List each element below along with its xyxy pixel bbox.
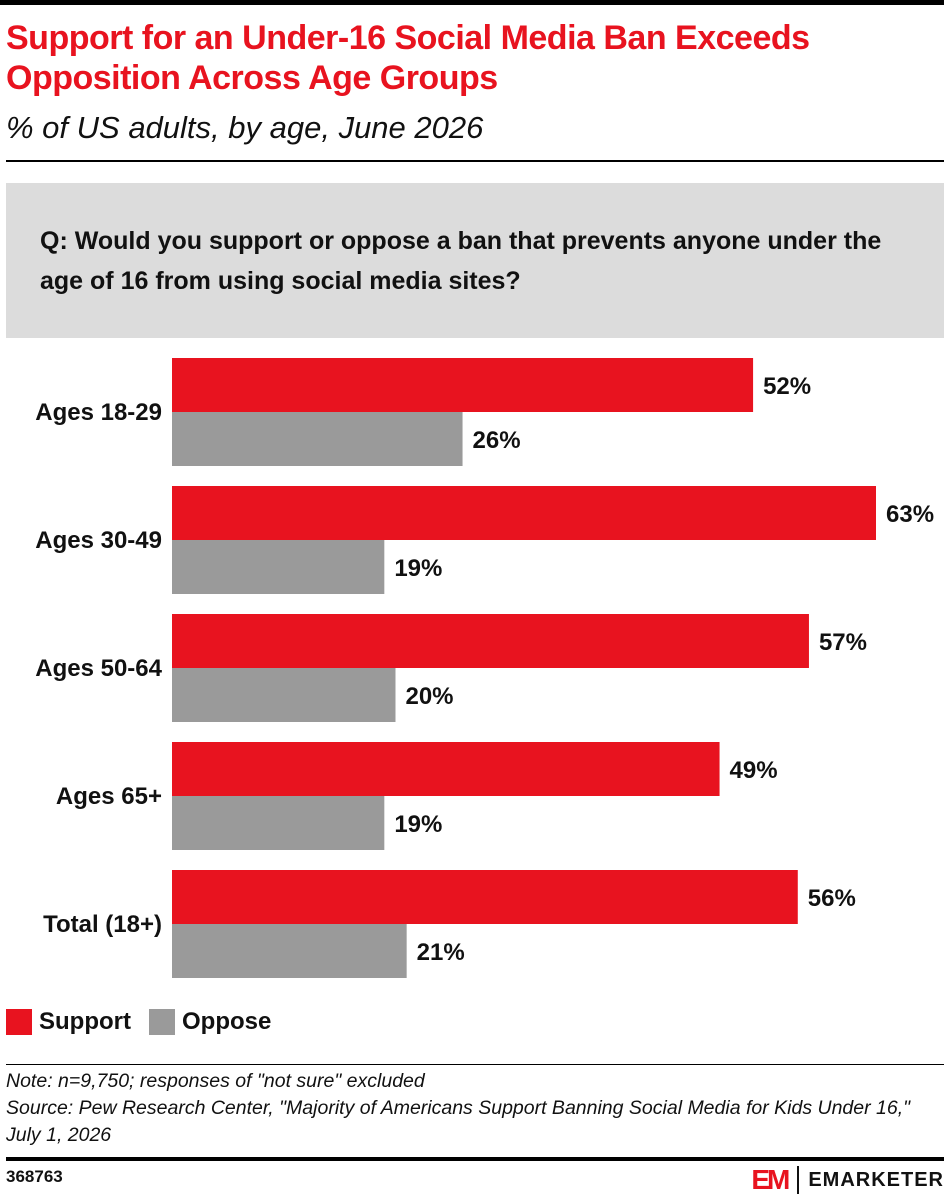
value-label-support-ages-50-64: 57% — [819, 629, 867, 656]
bar-oppose-ages-65 — [172, 796, 385, 850]
value-label-support-ages-65: 49% — [730, 757, 778, 784]
bar-oppose-ages-50-64 — [172, 668, 396, 722]
brand-mark-logo: EM — [751, 1164, 790, 1195]
bottom-rule — [6, 1157, 944, 1161]
footnotes: Note: n=9,750; responses of "not sure" e… — [6, 1068, 942, 1149]
bar-oppose-ages-30-49 — [172, 540, 385, 594]
footer-divider — [6, 1064, 944, 1065]
legend-item-oppose: Oppose — [148, 1008, 272, 1036]
note-text: Note: n=9,750; responses of "not sure" e… — [6, 1070, 425, 1092]
category-label-ages-30-49: Ages 30-49 — [35, 527, 162, 554]
brand-name: EMARKETER — [808, 1168, 944, 1191]
legend-label-support: Support — [39, 1008, 131, 1035]
chart-subtitle: % of US adults, by age, June 2026 — [6, 110, 484, 145]
category-label-total-18: Total (18+) — [43, 911, 162, 938]
survey-question: Q: Would you support or oppose a ban tha… — [40, 227, 882, 295]
value-label-support-total-18: 56% — [808, 885, 856, 912]
source-text: Source: Pew Research Center, "Majority o… — [6, 1097, 911, 1146]
legend: Support Oppose — [6, 1006, 289, 1038]
bar-chart: Ages 18-29 52% 26% Ages 30-49 63% 19% Ages 50-… — [35, 358, 934, 978]
legend-swatch-oppose — [148, 1009, 175, 1035]
category-label-ages-50-64: Ages 50-64 — [35, 655, 162, 682]
value-label-oppose-ages-30-49: 19% — [394, 555, 442, 582]
chart-id: 368763 — [6, 1167, 63, 1186]
value-label-support-ages-30-49: 63% — [886, 501, 934, 528]
header-divider — [6, 160, 944, 162]
bar-support-ages-30-49 — [172, 486, 876, 540]
bar-oppose-ages-18-29 — [172, 412, 463, 466]
bar-support-total-18 — [172, 870, 798, 924]
chart-title: Support for an Under-16 Social Media Ban… — [6, 19, 810, 97]
question-box: Q: Would you support or oppose a ban tha… — [6, 183, 944, 338]
value-label-oppose-ages-18-29: 26% — [473, 427, 521, 454]
bar-support-ages-50-64 — [172, 614, 809, 668]
value-label-oppose-ages-50-64: 20% — [405, 683, 453, 710]
top-rule — [0, 0, 944, 5]
category-label-ages-18-29: Ages 18-29 — [35, 399, 162, 426]
value-label-support-ages-18-29: 52% — [763, 373, 811, 400]
bar-oppose-total-18 — [172, 924, 407, 978]
brand-separator — [797, 1166, 800, 1194]
value-label-oppose-total-18: 21% — [417, 939, 465, 966]
brand-logo: EM EMARKETER — [751, 1164, 944, 1196]
category-label-ages-65: Ages 65+ — [56, 783, 162, 810]
legend-item-support: Support — [6, 1008, 131, 1036]
bar-support-ages-18-29 — [172, 358, 754, 412]
legend-label-oppose: Oppose — [181, 1008, 272, 1035]
value-label-oppose-ages-65: 19% — [394, 811, 442, 838]
legend-swatch-support — [6, 1009, 32, 1035]
bar-support-ages-65 — [172, 742, 720, 796]
